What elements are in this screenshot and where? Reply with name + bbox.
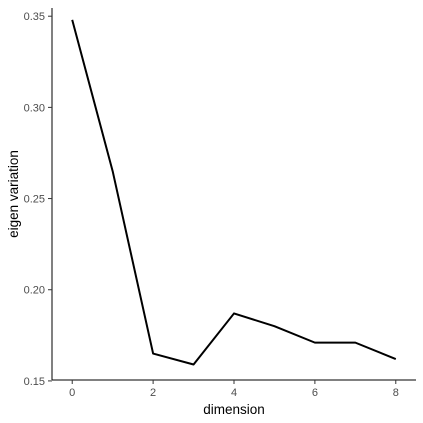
- x-tick-label: 8: [393, 387, 399, 399]
- y-tick-label: 0.30: [24, 102, 45, 114]
- x-tick-label: 6: [312, 387, 318, 399]
- series-points: [72, 19, 396, 365]
- y-tick-label: 0.20: [24, 285, 45, 297]
- x-axis-ticks: 0 2 4 6 8: [69, 380, 399, 399]
- y-tick-label: 0.25: [24, 194, 45, 206]
- x-tick-label: 4: [231, 387, 237, 399]
- plot-area: [71, 19, 397, 366]
- y-axis-title: eigen variation: [6, 150, 21, 238]
- y-axis-ticks: 0.15 0.20 0.25 0.30 0.35: [24, 11, 52, 388]
- x-tick-label: 0: [69, 387, 75, 399]
- y-tick-label: 0.15: [24, 376, 45, 388]
- y-tick-label: 0.35: [24, 11, 45, 23]
- x-tick-label: 2: [150, 387, 156, 399]
- x-axis-title: dimension: [203, 402, 265, 417]
